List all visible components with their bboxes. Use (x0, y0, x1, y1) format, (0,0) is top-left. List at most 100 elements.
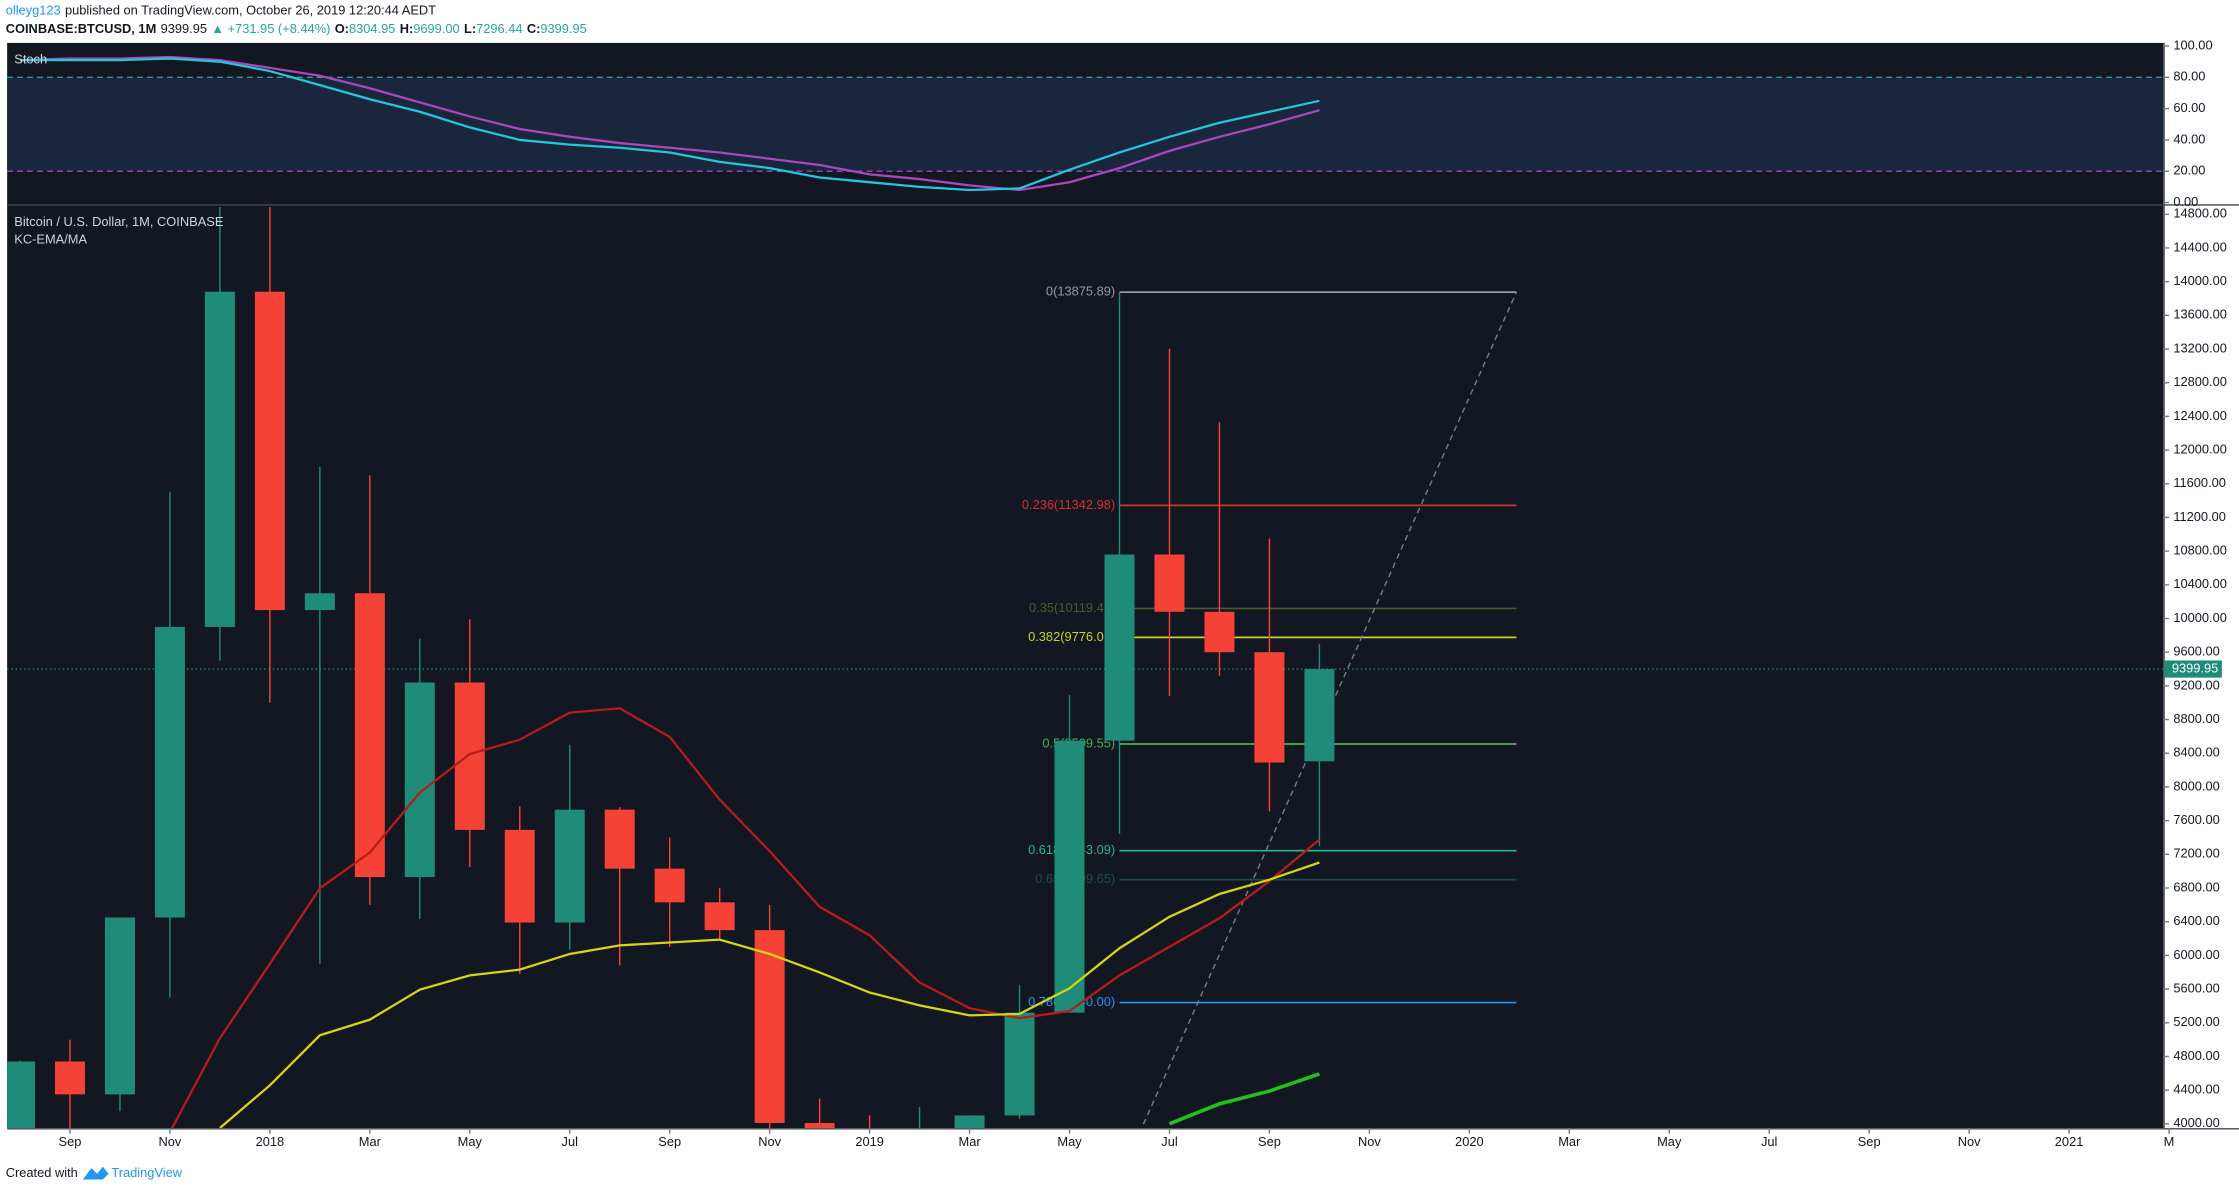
fib-label: 0(13875.89) (1046, 283, 1115, 298)
x-tick-label: M (2164, 1134, 2175, 1149)
y-tick-label: 9600.00 (2173, 644, 2219, 659)
price-panel: 0(13875.89) 0.236(11342.98) 0.35(10119.45)… (7, 207, 2164, 1129)
y-tick-label: 100.00 (2173, 37, 2212, 52)
x-tick-label: Mar (359, 1134, 382, 1149)
candle-body (304, 593, 335, 611)
published: published on TradingView.com, October 26… (65, 3, 436, 18)
stoch-panel (7, 55, 2164, 192)
indicator-line (19, 55, 1320, 192)
candle-body (1154, 554, 1185, 612)
candle-body (354, 593, 385, 878)
candle-body (754, 930, 785, 1123)
y-tick-label: 7200.00 (2173, 846, 2219, 861)
candle-body (1254, 652, 1285, 763)
x-tick-label: 2020 (1455, 1134, 1484, 1149)
y-tick-label: 12000.00 (2173, 441, 2227, 456)
y-tick-label: 60.00 (2173, 100, 2205, 115)
y-tick-label: 12400.00 (2173, 408, 2227, 423)
candle-body (804, 1122, 835, 1129)
header-line-1: olleyg123 published on TradingView.com, O… (6, 3, 436, 18)
y-tick-label: 10000.00 (2173, 610, 2227, 625)
x-tick-label: Jul (1761, 1134, 1777, 1149)
symbol: COINBASE:BTCUSD, 1M (6, 21, 157, 36)
candle-body (254, 291, 285, 611)
ohlc-value: 8304.95 (349, 21, 395, 36)
y-tick-label: 20.00 (2173, 163, 2205, 178)
plot-background (7, 42, 2164, 1129)
ohlc-value: 9699.00 (413, 21, 459, 36)
candle-body (1204, 611, 1235, 653)
y-tick-label: 6800.00 (2173, 879, 2219, 894)
x-tick-label: May (458, 1134, 483, 1149)
stoch-band (7, 77, 2164, 172)
indicator-title: KC-EMA/MA (14, 231, 87, 246)
candle-body (204, 291, 235, 627)
candle-body (7, 1061, 35, 1129)
y-tick-label: 13200.00 (2173, 340, 2227, 355)
x-tick-label: Sep (1858, 1134, 1881, 1149)
indicator-line (1168, 1072, 1320, 1126)
x-tick-label: 2019 (855, 1134, 884, 1149)
y-tick-label: 40.00 (2173, 131, 2205, 146)
x-tick-label: Sep (1258, 1134, 1281, 1149)
ohlc-label: L: (464, 21, 476, 36)
candle-body (1054, 740, 1085, 1013)
x-tick-label: Mar (959, 1134, 982, 1149)
y-tick-label: 10400.00 (2173, 576, 2227, 591)
brand-logo (82, 1166, 109, 1180)
y-tick-label: 11200.00 (2173, 509, 2226, 524)
ohlc-label: O: (335, 21, 349, 36)
candle-body (554, 809, 585, 923)
candle-body (604, 809, 635, 869)
y-tick-label: 0.00 (2173, 194, 2198, 209)
x-tick-label: Sep (59, 1134, 82, 1149)
last-price-label: 9399.95 (2172, 660, 2218, 675)
candle-body (54, 1061, 85, 1095)
x-tick-label: Nov (758, 1134, 781, 1149)
change: ▲ +731.95 (+8.44%) (211, 21, 330, 36)
candle-body (654, 868, 685, 903)
y-tick-label: 80.00 (2173, 69, 2205, 84)
y-tick-label: 9200.00 (2173, 677, 2219, 692)
y-tick-label: 10800.00 (2173, 543, 2227, 558)
fib-label: 0.382(9776.01) (1028, 629, 1115, 644)
x-tick-label: Mar (1558, 1134, 1581, 1149)
y-tick-label: 8400.00 (2173, 745, 2219, 760)
ohlc-value: 9399.95 (540, 21, 586, 36)
y-tick-label: 6000.00 (2173, 947, 2219, 962)
candle-body (454, 682, 485, 830)
indicator-line (170, 707, 1321, 1129)
x-tick-label: May (1057, 1134, 1082, 1149)
y-tick-label: 4400.00 (2173, 1082, 2219, 1097)
y-tick-label: 12800.00 (2173, 374, 2227, 389)
candle-body (704, 902, 735, 931)
y-tick-label: 7600.00 (2173, 812, 2219, 827)
indicator-line (219, 861, 1320, 1129)
y-tick-label: 14000.00 (2173, 273, 2227, 288)
candle-body (404, 682, 435, 878)
last-price-tag (2164, 660, 2222, 678)
fib-trend-line (1140, 291, 1518, 1129)
ohlc-label: C: (527, 21, 541, 36)
x-tick-label: Nov (1358, 1134, 1381, 1149)
x-tick-label: 2018 (256, 1134, 285, 1149)
footer-text: Created with (6, 1165, 78, 1180)
x-tick-label: 2021 (2055, 1134, 2084, 1149)
y-tick-label: 11600.00 (2173, 475, 2226, 490)
x-tick-label: Jul (562, 1134, 578, 1149)
candle-body (1004, 1012, 1035, 1116)
y-tick-label: 4800.00 (2173, 1048, 2219, 1063)
candle-body (154, 626, 185, 918)
price-title: Bitcoin / U.S. Dollar, 1M, COINBASE (14, 214, 224, 229)
candle-body (1104, 554, 1135, 741)
indicator-line (19, 57, 1320, 192)
y-tick-label: 5600.00 (2173, 980, 2219, 995)
y-tick-label: 13600.00 (2173, 307, 2227, 322)
y-tick-label: 14800.00 (2173, 206, 2227, 221)
x-tick-label: Jul (1161, 1134, 1177, 1149)
author: olleyg123 (6, 3, 61, 18)
y-tick-label: 6400.00 (2173, 913, 2219, 928)
x-tick-label: May (1657, 1134, 1682, 1149)
fib-label: 0.35(10119.45) (1029, 600, 1115, 615)
